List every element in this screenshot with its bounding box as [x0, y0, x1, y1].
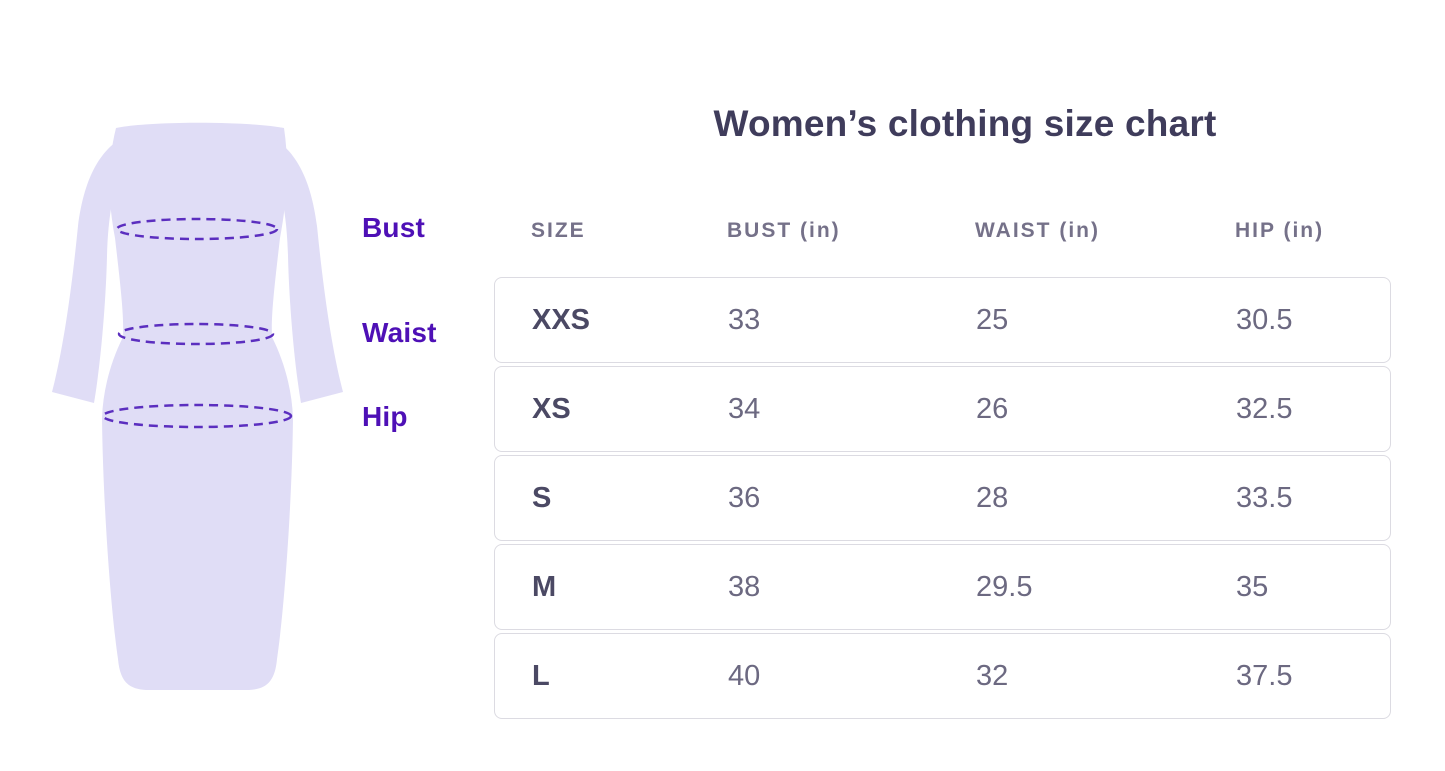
waist-measurement-line	[117, 322, 275, 346]
column-header-waist: WAIST (in)	[975, 219, 1100, 242]
bust-label: Bust	[362, 212, 426, 243]
hip-cell: 32.5	[1236, 392, 1293, 425]
bust-cell: 34	[728, 392, 761, 425]
hip-cell: 30.5	[1236, 303, 1293, 336]
bust-cell: 36	[728, 481, 761, 514]
waist-cell: 25	[976, 303, 1009, 336]
bust-cell: 40	[728, 659, 761, 692]
page-title: Women’s clothing size chart	[713, 103, 1217, 144]
bust-cell: 33	[728, 303, 761, 336]
hip-cell: 37.5	[1236, 659, 1293, 692]
hip-cell: 35	[1236, 570, 1269, 603]
column-header-size: SIZE	[531, 219, 586, 242]
column-header-hip: HIP (in)	[1235, 219, 1325, 242]
waist-cell: 32	[976, 659, 1009, 692]
dress-right-sleeve	[264, 133, 343, 403]
waist-label: Waist	[362, 317, 437, 348]
size-cell: XXS	[532, 303, 591, 336]
table-row-m: M 38 29.5 35	[494, 544, 1391, 630]
hip-cell: 33.5	[1236, 481, 1293, 514]
waist-cell: 29.5	[976, 570, 1033, 603]
bust-measurement-line	[115, 217, 279, 241]
waist-cell: 28	[976, 481, 1009, 514]
column-header-bust: BUST (in)	[727, 219, 841, 242]
size-cell: S	[532, 481, 552, 514]
table-header-row: SIZE BUST (in) WAIST (in) HIP (in)	[494, 216, 1391, 246]
size-cell: L	[532, 659, 550, 692]
bust-cell: 38	[728, 570, 761, 603]
table-row-xxs: XXS 33 25 30.5	[494, 277, 1391, 363]
dress-left-sleeve	[52, 133, 131, 403]
size-cell: M	[532, 570, 557, 603]
size-table: XXS 33 25 30.5 XS 34 26 32.5 S 36 28 33.…	[494, 277, 1391, 722]
table-row-xs: XS 34 26 32.5	[494, 366, 1391, 452]
waist-cell: 26	[976, 392, 1009, 425]
dress-body-shape	[102, 122, 293, 690]
dress-diagram	[52, 122, 343, 690]
hip-label: Hip	[362, 401, 408, 432]
dress-silhouette	[52, 122, 343, 690]
hip-measurement-line	[101, 403, 293, 429]
size-cell: XS	[532, 392, 571, 425]
table-row-s: S 36 28 33.5	[494, 455, 1391, 541]
table-row-l: L 40 32 37.5	[494, 633, 1391, 719]
